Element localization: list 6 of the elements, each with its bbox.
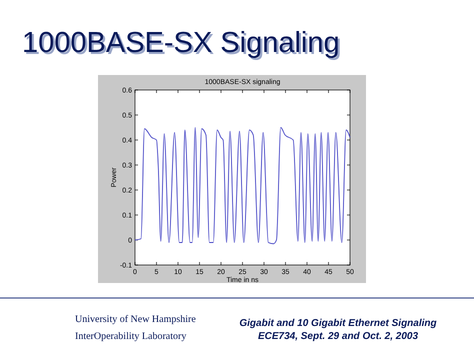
line-series [134, 127, 350, 244]
text: InterOperability Laboratory [75, 331, 186, 342]
text: University of New Hampshire [75, 314, 196, 325]
text: Gigabit and 10 Gigabit Ethernet Signaling [239, 318, 437, 329]
chart-title: 1000BASE-SX Signaling [24, 29, 342, 61]
text: ECE734, Sept. 29 and Oct. 2, 2003 [258, 331, 418, 342]
